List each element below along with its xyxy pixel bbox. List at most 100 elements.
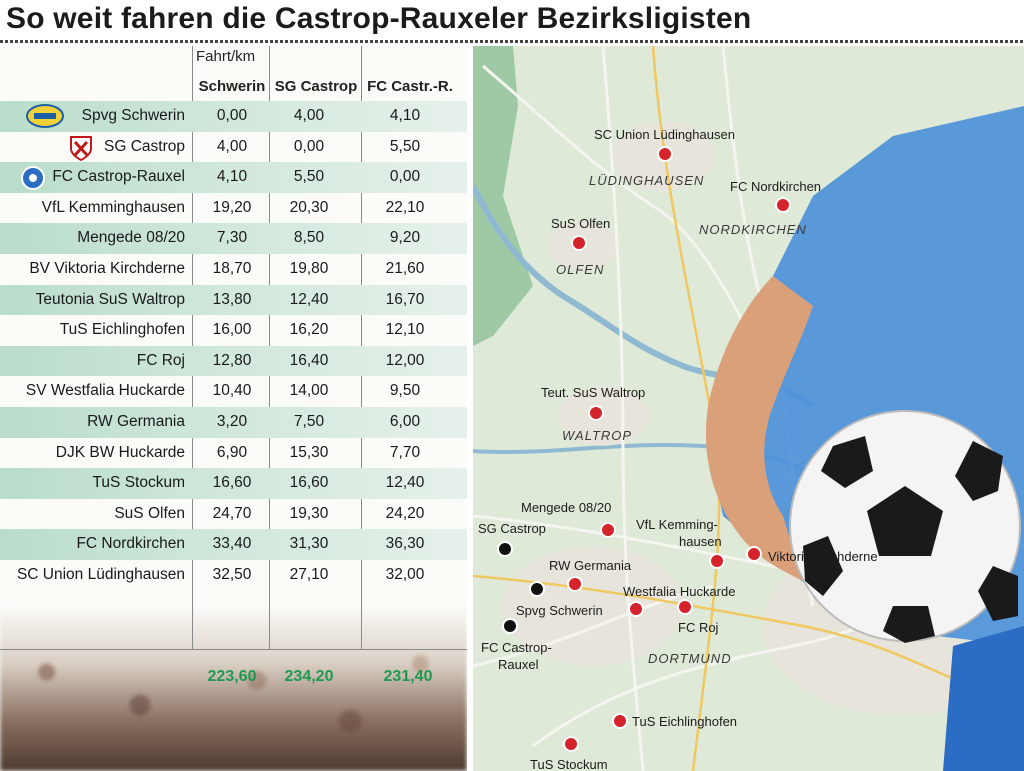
team-name: FC Nordkirchen — [76, 535, 185, 553]
distance-value: 5,50 — [389, 137, 421, 155]
distance-value: 21,60 — [385, 259, 425, 277]
map-label: SuS Olfen — [551, 216, 611, 231]
team-name: SG Castrop — [104, 137, 185, 155]
map-label: SC Union Lüdinghausen — [594, 127, 735, 142]
region-map: LÜDINGHAUSEN NORDKIRCHEN OLFEN WALTROP D… — [473, 46, 1024, 771]
distance-value: 7,70 — [389, 443, 421, 461]
table-row: DJK BW Huckarde 6,90 15,30 7,70 — [0, 438, 467, 469]
map-marker[interactable] — [588, 405, 604, 421]
map-marker[interactable] — [746, 546, 762, 562]
distance-value: 12,00 — [385, 351, 425, 369]
map-marker[interactable] — [567, 576, 583, 592]
distance-value: 19,80 — [289, 259, 329, 277]
map-marker[interactable] — [709, 553, 725, 569]
map-label: TuS Stockum — [530, 757, 608, 771]
totals-divider — [0, 649, 467, 650]
table-row: Teutonia SuS Waltrop 13,80 12,40 16,70 — [0, 284, 467, 316]
title-divider — [0, 40, 1024, 43]
team-name: FC Roj — [136, 351, 185, 369]
region-olfen: OLFEN — [556, 262, 605, 277]
map-marker[interactable] — [571, 235, 587, 251]
column-header-sg-castrop: SG Castrop — [274, 78, 358, 95]
table-row: TuS Stockum 16,60 16,60 12,40 — [0, 468, 467, 499]
distance-value: 32,00 — [385, 565, 425, 583]
distance-value: 9,50 — [389, 382, 421, 400]
team-name: SV Westfalia Huckarde — [25, 382, 185, 400]
map-marker[interactable] — [677, 599, 693, 615]
column-header-schwerin: Schwerin — [198, 78, 266, 95]
distance-value: 27,10 — [289, 565, 329, 583]
map-marker[interactable] — [775, 197, 791, 213]
map-marker[interactable] — [529, 581, 545, 597]
team-name: TuS Stockum — [92, 474, 185, 492]
distance-value: 5,50 — [293, 168, 325, 186]
table-row: BV Viktoria Kirchderne 18,70 19,80 21,60 — [0, 254, 467, 285]
map-marker[interactable] — [612, 713, 628, 729]
table-row: Spvg Schwerin 0,00 4,00 4,10 — [0, 101, 467, 132]
distance-value: 14,00 — [289, 382, 329, 400]
map-label: SG Castrop — [478, 521, 546, 536]
distance-value: 20,30 — [289, 198, 329, 216]
map-label: Westfalia Huckarde — [623, 584, 736, 599]
team-name: VfL Kemminghausen — [41, 198, 185, 216]
distance-value: 36,30 — [385, 535, 425, 553]
club-crest-icon — [26, 104, 64, 128]
team-name: DJK BW Huckarde — [55, 443, 185, 461]
distance-value: 6,00 — [389, 412, 421, 430]
distance-value: 33,40 — [212, 535, 252, 553]
map-marker[interactable] — [502, 618, 518, 634]
distance-value: 0,00 — [389, 168, 421, 186]
distance-value: 8,50 — [293, 229, 325, 247]
distance-value: 32,50 — [212, 565, 252, 583]
unit-header: Fahrt/km — [196, 48, 256, 65]
distance-value: 24,70 — [212, 504, 252, 522]
distance-value: 12,40 — [289, 290, 329, 308]
team-name: TuS Eichlinghofen — [59, 321, 185, 339]
map-label: VfL Kemming- — [636, 517, 718, 532]
club-crest-icon — [68, 135, 102, 161]
distance-table: Fahrt/km Schwerin SG Castrop FC Castr.-R… — [0, 46, 467, 771]
distance-value: 22,10 — [385, 198, 425, 216]
map-label: Spvg Schwerin — [516, 603, 603, 618]
distance-value: 16,00 — [212, 321, 252, 339]
club-crest-icon — [20, 165, 54, 191]
map-label: RW Germania — [549, 558, 632, 573]
table-row: SG Castrop 4,00 0,00 5,50 — [0, 132, 467, 163]
distance-value: 16,40 — [289, 351, 329, 369]
map-label: FC Castrop- — [481, 640, 552, 655]
distance-value: 9,20 — [389, 229, 421, 247]
region-dortmund: DORTMUND — [648, 651, 732, 666]
team-name: FC Castrop-Rauxel — [52, 168, 185, 186]
team-name: BV Viktoria Kirchderne — [29, 259, 185, 277]
distance-value: 0,00 — [293, 137, 325, 155]
distance-value: 18,70 — [212, 259, 252, 277]
distance-value: 16,60 — [289, 474, 329, 492]
map-marker[interactable] — [497, 541, 513, 557]
distance-value: 16,20 — [289, 321, 329, 339]
distance-value: 31,30 — [289, 535, 329, 553]
map-marker[interactable] — [563, 736, 579, 752]
table-row: FC Roj 12,80 16,40 12,00 — [0, 345, 467, 377]
distance-value: 7,30 — [216, 229, 248, 247]
distance-value: 24,20 — [385, 504, 425, 522]
distance-value: 16,60 — [212, 474, 252, 492]
distance-value: 12,80 — [212, 351, 252, 369]
distance-value: 12,10 — [385, 321, 425, 339]
map-label: FC Roj — [678, 620, 719, 635]
page-title: So weit fahren die Castrop-Rauxeler Bezi… — [6, 2, 752, 35]
region-nordkirchen: NORDKIRCHEN — [699, 222, 807, 237]
team-name: SuS Olfen — [114, 504, 185, 522]
distance-value: 19,20 — [212, 198, 252, 216]
map-marker[interactable] — [600, 522, 616, 538]
distance-value: 7,50 — [293, 412, 325, 430]
table-body: Spvg Schwerin 0,00 4,00 4,10 SG Castrop 4,00 0… — [0, 101, 467, 591]
table-row: SV Westfalia Huckarde 10,40 14,00 9,50 — [0, 376, 467, 407]
team-name: RW Germania — [87, 412, 185, 430]
table-row: VfL Kemminghausen 19,20 20,30 22,10 — [0, 193, 467, 224]
table-row: TuS Eichlinghofen 16,00 16,20 12,10 — [0, 315, 467, 346]
map-marker[interactable] — [657, 146, 673, 162]
total-fc-castrop: 231,40 — [383, 668, 433, 685]
distance-value: 12,40 — [385, 474, 425, 492]
map-marker[interactable] — [628, 601, 644, 617]
map-label: FC Nordkirchen — [730, 179, 822, 194]
